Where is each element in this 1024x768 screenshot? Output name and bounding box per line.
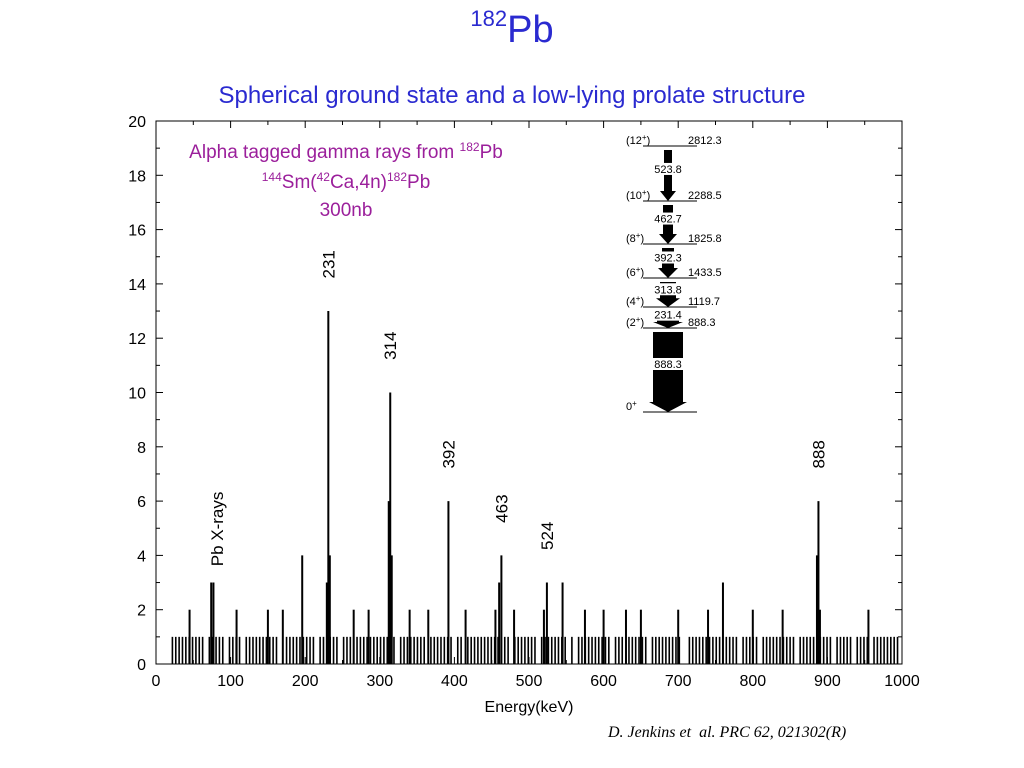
y-tick-label: 20	[128, 114, 146, 131]
level-spin: 0+	[626, 399, 637, 413]
x-tick-label: 300	[366, 673, 393, 690]
level-spin-sup: +	[632, 399, 637, 408]
annotation-sup: 42	[316, 170, 330, 184]
level-spin-main: (10	[626, 190, 642, 202]
level-spin-main: (2	[626, 317, 636, 329]
y-tick-label: 6	[137, 494, 146, 511]
transition-energy: 523.8	[654, 164, 682, 176]
peak-label: Pb X-rays	[208, 492, 227, 567]
y-tick-label: 18	[128, 168, 146, 185]
level-spin-close: )	[647, 190, 651, 202]
level-spin: (6+)	[626, 265, 644, 279]
y-tick-label: 12	[128, 331, 146, 348]
x-tick-label: 100	[217, 673, 244, 690]
annotation-text: Pb	[407, 172, 431, 193]
level-energy: 1119.7	[688, 296, 720, 308]
transition-energy: 888.3	[654, 359, 682, 371]
y-tick-label: 0	[137, 657, 146, 674]
x-tick-label: 500	[516, 673, 543, 690]
y-tick-label: 14	[128, 277, 146, 294]
title-mass-number: 182	[470, 6, 508, 31]
chart-subtitle: Spherical ground state and a low-lying p…	[218, 82, 806, 109]
level-spin: (8+)	[626, 231, 644, 245]
level-energy: 888.3	[688, 317, 716, 329]
transition-energy: 392.3	[654, 253, 682, 265]
spectrum-bars	[171, 311, 899, 664]
x-axis-label: Energy(keV)	[485, 699, 574, 716]
annotation-tail: Pb	[479, 142, 503, 163]
annotation-sup: 144	[261, 170, 282, 184]
level-spin-main: (4	[626, 296, 636, 308]
annotation-sup: 182	[386, 170, 408, 184]
level-spin-main: 0	[626, 401, 632, 413]
citation: D. Jenkins et al. PRC 62, 021302(R)	[608, 724, 847, 741]
peak-label: 888	[809, 440, 828, 468]
transition-label-bg	[651, 162, 685, 175]
level-energy: 2812.3	[688, 135, 722, 147]
level-spin-main: (6	[626, 267, 636, 279]
transition-label-bg	[651, 283, 685, 296]
level-spin-close: )	[647, 135, 651, 147]
peak-label: 463	[492, 494, 511, 522]
transition-energy: 462.7	[654, 214, 682, 226]
peak-label: 524	[538, 522, 557, 550]
x-tick-label: 600	[590, 673, 617, 690]
level-spin: (2+)	[626, 315, 644, 329]
level-spin: (4+)	[626, 294, 644, 308]
transition-label-bg	[651, 251, 685, 264]
level-spin-sup: +	[636, 294, 641, 303]
y-tick-label: 16	[128, 223, 146, 240]
y-tick-label: 8	[137, 440, 146, 457]
transition-label-bg	[651, 308, 685, 321]
level-spin-close: )	[640, 233, 644, 245]
x-tick-label: 900	[814, 673, 841, 690]
transition-label-bg	[651, 212, 685, 225]
annotation-line-2: 144Sm(42Ca,4n)182Pb	[164, 170, 528, 194]
x-tick-label: 700	[665, 673, 692, 690]
x-tick-label: 400	[441, 673, 468, 690]
level-spin-close: )	[640, 296, 644, 308]
annotation-text: Ca,4n)	[329, 172, 387, 193]
level-spin-sup: +	[642, 133, 647, 142]
chart-title: 182Pb	[0, 6, 1024, 52]
level-spin-sup: +	[636, 265, 641, 274]
level-spin: (10+)	[626, 188, 650, 202]
peak-label: 231	[319, 250, 338, 278]
annotation-text: Alpha tagged gamma rays from	[189, 142, 460, 163]
annotation-line-3: 300nb	[319, 200, 373, 221]
x-tick-label: 200	[292, 673, 319, 690]
level-spin-close: )	[640, 267, 644, 279]
x-tick-label: 0	[152, 673, 161, 690]
level-spin-main: (12	[626, 135, 642, 147]
annotation-text: Sm(	[281, 172, 317, 193]
title-element: Pb	[507, 9, 554, 51]
peak-label: 392	[439, 440, 458, 468]
transition-label-bg	[651, 358, 685, 370]
y-tick-label: 10	[128, 386, 146, 403]
y-tick-label: 4	[137, 548, 146, 565]
level-energy: 1433.5	[688, 267, 722, 279]
level-energy: 2288.5	[688, 190, 722, 202]
annotation-line-1: Alpha tagged gamma rays from 182Pb	[164, 140, 528, 164]
transition-arrow	[660, 150, 676, 201]
transition-energy: 231.4	[654, 310, 682, 322]
peak-labels: 231 314 392 463 524 888 Pb X-rays	[208, 250, 828, 566]
peak-label: 314	[381, 332, 400, 360]
level-spin-sup: +	[642, 188, 647, 197]
x-tick-label: 800	[739, 673, 766, 690]
x-tick-label: 1000	[884, 673, 920, 690]
annotation-sup: 182	[459, 140, 480, 154]
transition-energy: 313.8	[654, 284, 682, 296]
level-spin: (12+)	[626, 133, 650, 147]
level-spin-sup: +	[636, 231, 641, 240]
level-spin-sup: +	[636, 315, 641, 324]
transition-arrow	[649, 332, 687, 412]
y-tick-label: 2	[137, 603, 146, 620]
level-energy: 1825.8	[688, 233, 722, 245]
level-spin-close: )	[640, 317, 644, 329]
level-spin-main: (8	[626, 233, 636, 245]
